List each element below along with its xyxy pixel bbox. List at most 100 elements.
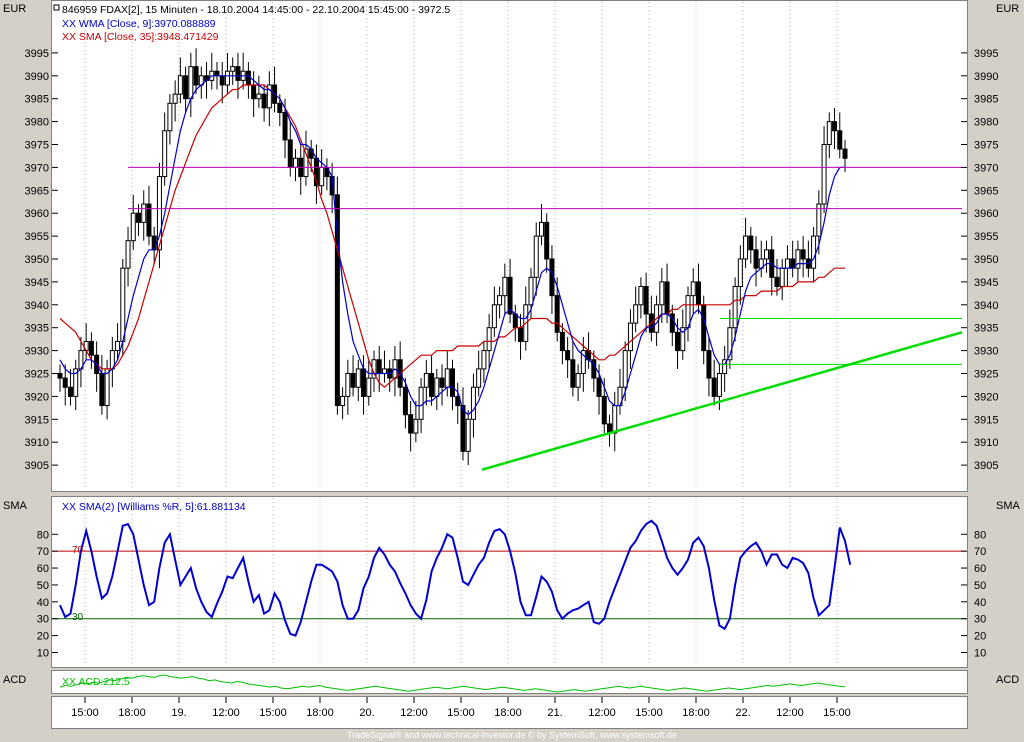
candle-body [795,249,801,269]
candle-body [680,327,686,352]
candle-body [256,93,262,100]
candle-body [601,395,607,425]
candle-body [518,327,524,342]
candle-body [826,121,832,145]
candle-body [544,221,550,260]
y-tick-label-right: 3905 [974,460,998,472]
y-tick-label-right: 3950 [974,254,998,266]
y-tick-label-left: 3910 [25,437,49,449]
candle-body [811,235,817,269]
right-acd-label: ACD [996,674,1020,686]
candle-body [115,340,121,352]
candle-body [695,281,701,306]
level-70-label: 70 [72,545,84,556]
candle-body [837,130,843,150]
candle-body [450,368,455,397]
candle-body [460,405,466,452]
y-tick-label-right: 3990 [974,71,998,83]
candle-body [612,405,618,434]
x-tick-label: 12:00 [588,707,616,719]
candle-body [476,368,482,388]
y-tick-label-left: 3950 [25,254,49,266]
candle-body [732,285,738,329]
candle-body [277,102,283,113]
x-tick-label: 12:00 [212,707,240,719]
y-tick-label-left: 3915 [25,414,49,426]
candle-body [507,276,513,315]
y-tick-label-left: 3930 [25,346,49,358]
candle-body [282,111,288,141]
y-tick-label-right: 3975 [974,140,998,152]
candle-body [486,327,492,352]
y-tick-label-left: 3940 [25,300,49,312]
y-tick-label-right: 3995 [974,48,998,60]
candle-body [528,276,534,306]
candle-body [214,70,220,77]
candle-body [816,203,822,237]
y-tick-label-right: 3920 [974,391,998,403]
candle-body [345,373,351,397]
x-tick-label: 20. [359,707,374,719]
y-tick-label-left: 3970 [25,162,49,174]
candle-body [570,359,576,388]
candle-body [737,258,743,287]
candle-body [748,235,754,251]
wr-tick-label-left: 20 [37,631,49,643]
y-tick-label-right: 3960 [974,208,998,220]
candle-body [429,373,435,397]
candle-body [491,304,497,329]
left-currency-label: EUR [3,3,27,15]
candle-body [622,350,628,388]
candle-body [366,377,372,397]
x-tick-label: 12:00 [776,707,804,719]
candle-body [167,102,173,132]
candle-body [293,157,298,168]
right-currency-label: EUR [996,3,1020,15]
y-tick-label-left: 3935 [25,323,49,335]
axis-layer: 15:00 18:00 19. 12:00 15:00 18:00 20. 12:00 15:0… [25,48,999,719]
candle-body [444,368,450,388]
williams-panel[interactable] [51,496,968,668]
y-tick-label-left: 3925 [25,369,49,381]
x-tick-label: 22. [735,707,750,719]
footer-copyright: TradeSignal® and www.technical-investor.… [346,730,678,740]
y-tick-label-left: 3995 [25,48,49,60]
candle-body [125,240,131,269]
candle-body [303,148,309,178]
y-tick-label-left: 3980 [25,117,49,129]
candle-body [73,368,79,397]
acd-line [59,674,846,693]
candle-body [497,295,503,306]
candle-body [340,395,346,407]
left-acd-label: ACD [3,674,27,686]
candle-body [245,70,251,86]
candle-body [727,327,733,361]
x-tick-label: 18:00 [682,707,710,719]
candle-body [193,66,199,86]
candle-body [251,84,257,100]
acd-panel[interactable] [51,670,968,694]
y-tick-label-left: 3990 [25,71,49,83]
y-tick-label-left: 3920 [25,391,49,403]
candle-body [675,331,681,352]
acd-title: XX ACD:212.5 [62,676,130,688]
trend-line [481,331,963,471]
candle-body [355,368,361,388]
y-tick-label-left: 3955 [25,231,49,243]
level-30-label: 30 [72,612,84,623]
candle-body [130,212,136,242]
candle-body [230,66,236,72]
candle-body [842,148,848,159]
y-tick-label-left: 3945 [25,277,49,289]
wr-tick-label-right: 20 [974,631,986,643]
y-tick-label-right: 3965 [974,185,998,197]
candle-body [559,331,565,352]
candle-body [502,276,508,297]
williams-title: XX SMA(2) [Williams %R, 5]:61.881134 [62,501,246,513]
candle-body [538,221,544,237]
y-tick-label-right: 3970 [974,162,998,174]
wr-tick-label-left: 50 [37,580,49,592]
candle-body [62,377,68,388]
x-tick-label: 15:00 [259,707,287,719]
